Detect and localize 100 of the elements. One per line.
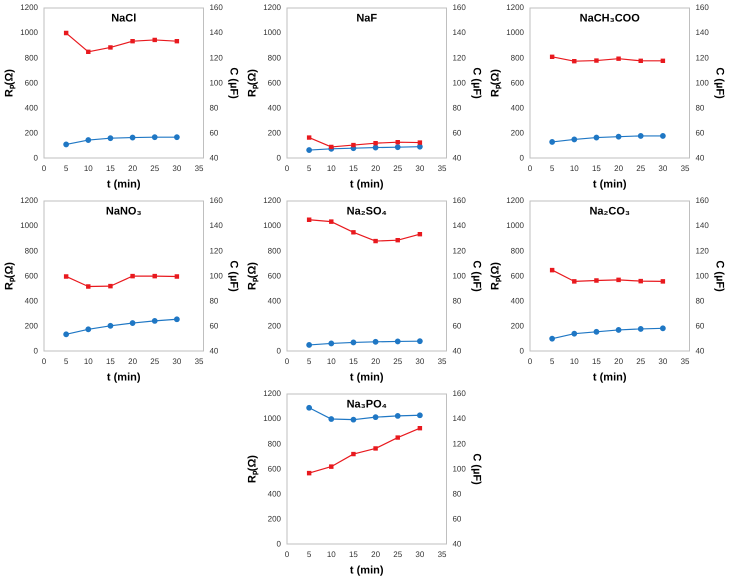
- point: [372, 414, 378, 420]
- point: [550, 268, 554, 272]
- point: [130, 38, 135, 44]
- y-tick-label: 0: [520, 346, 525, 356]
- y2-tick-label: 80: [209, 103, 219, 112]
- text: NaNO₃: [106, 206, 142, 218]
- y2-tick-label: 160: [452, 196, 466, 206]
- y2-tick-label: 160: [695, 196, 710, 206]
- y2-tick-label: 80: [452, 489, 462, 498]
- point: [594, 278, 599, 283]
- y-axis-title: Rₚ(Ω): [246, 262, 259, 290]
- x-tick-label: 15: [348, 357, 358, 366]
- y-tick-label: 400: [24, 103, 39, 112]
- x-axis-title: t (min): [106, 178, 141, 190]
- y2-tick-label: 80: [695, 296, 705, 306]
- y-axis-title: Rₚ(Ω): [246, 454, 259, 484]
- y2-tick-label: 100: [209, 78, 224, 88]
- y-axis-title: Rₚ(Ω): [490, 262, 502, 290]
- y2-tick-label: 60: [209, 128, 219, 138]
- x-tick-label: 35: [680, 357, 690, 366]
- x-tick-label: 10: [570, 164, 580, 174]
- y-tick-label: 1000: [263, 414, 282, 424]
- x-tick-label: 10: [326, 550, 336, 560]
- x-tick-label: 15: [106, 357, 116, 366]
- y-tick-label: 400: [268, 296, 282, 306]
- y2-tick-label: 60: [209, 321, 219, 330]
- point: [130, 134, 136, 140]
- y-tick-label: 800: [268, 246, 282, 256]
- point: [328, 416, 334, 422]
- text: NaCH₃COO: [580, 12, 640, 25]
- x-tick-label: 35: [194, 357, 204, 366]
- y-tick-label: 1000: [263, 221, 282, 230]
- y-tick-label: 1200: [263, 196, 282, 206]
- y2-tick-label: 120: [209, 53, 224, 62]
- x-tick-label: 5: [550, 164, 555, 174]
- text: NaCl: [111, 12, 136, 25]
- point: [638, 326, 644, 332]
- point: [306, 470, 312, 476]
- y-tick-label: 1000: [506, 221, 525, 230]
- point: [660, 133, 666, 139]
- x-tick-label: 35: [680, 164, 690, 174]
- x-tick-label: 5: [550, 357, 555, 366]
- y2-tick-label: 140: [209, 28, 224, 38]
- point: [130, 320, 136, 326]
- point: [594, 134, 600, 140]
- point: [329, 464, 334, 469]
- x-tick-label: 15: [592, 357, 602, 366]
- x-tick-label: 25: [636, 357, 646, 366]
- y-tick-label: 600: [268, 78, 282, 88]
- y-tick-label: 1200: [263, 389, 282, 398]
- y-tick-label: 800: [24, 246, 39, 256]
- y2-tick-label: 120: [695, 246, 710, 256]
- y2-tick-label: 120: [209, 246, 224, 256]
- y2-tick-label: 100: [695, 78, 710, 88]
- x-tick-label: 35: [438, 550, 448, 560]
- y-tick-label: 400: [268, 489, 282, 498]
- point: [63, 142, 70, 148]
- y2-tick-label: 160: [695, 3, 710, 12]
- x-axis-title: t (min): [350, 371, 384, 384]
- y2-tick-label: 40: [209, 153, 219, 162]
- y2-axis-title: C (µF): [227, 67, 240, 100]
- x-tick-label: 25: [393, 164, 403, 174]
- x-tick-label: 5: [306, 357, 312, 366]
- x-axis-title: t (min): [350, 564, 384, 576]
- x-tick-label: 30: [172, 357, 182, 366]
- y2-tick-label: 40: [209, 346, 219, 356]
- y-axis-title: Rₚ(Ω): [4, 262, 16, 290]
- point: [174, 38, 180, 44]
- point: [108, 135, 114, 142]
- x-tick-label: 10: [84, 164, 94, 174]
- y-tick-label: 200: [510, 128, 525, 138]
- point: [394, 413, 401, 419]
- point: [306, 218, 312, 222]
- point: [416, 412, 423, 418]
- x-tick-label: 0: [42, 357, 47, 366]
- point: [174, 134, 180, 140]
- point: [64, 274, 68, 279]
- y-tick-label: 400: [510, 296, 525, 306]
- y2-tick-label: 40: [452, 346, 462, 356]
- text: Na₂CO₃: [589, 206, 630, 218]
- y-tick-label: 200: [268, 514, 282, 524]
- x-tick-label: 30: [415, 550, 425, 560]
- y-tick-label: 200: [268, 321, 282, 330]
- point: [571, 330, 578, 337]
- y-tick-label: 200: [510, 321, 525, 330]
- y2-tick-label: 100: [695, 271, 710, 280]
- y-tick-label: 0: [34, 346, 39, 356]
- y2-tick-label: 40: [452, 153, 462, 162]
- point: [85, 326, 92, 332]
- point: [616, 327, 622, 333]
- x-axis-title: t (min): [350, 178, 384, 190]
- y-tick-label: 0: [276, 153, 282, 162]
- x-tick-label: 15: [106, 164, 116, 174]
- y2-tick-label: 120: [452, 246, 466, 256]
- y2-tick-label: 80: [695, 103, 705, 112]
- x-tick-label: 15: [348, 550, 358, 560]
- y2-axis-title: C (µF): [227, 260, 240, 292]
- x-tick-label: 0: [42, 164, 47, 174]
- y-tick-label: 600: [510, 271, 525, 280]
- point: [174, 316, 180, 322]
